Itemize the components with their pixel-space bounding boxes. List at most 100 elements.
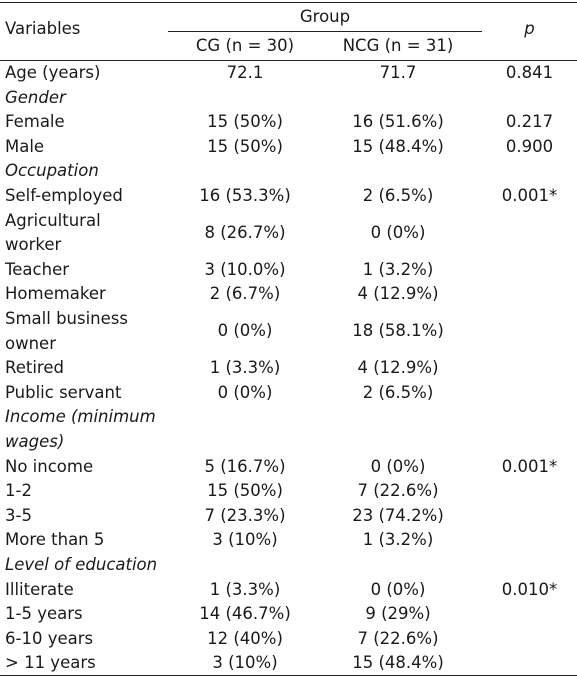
section-label: Income (minimum wages) <box>5 405 156 454</box>
row-label-line: Occupation <box>5 161 99 181</box>
cg-value: 72.1 <box>226 63 264 82</box>
ncg-value: 71.7 <box>379 63 417 82</box>
table-row: More than 5 3 (10%) 1 (3.2%) <box>0 528 577 553</box>
row-label: Female <box>5 110 65 135</box>
ncg-value: 2 (6.5%) <box>362 186 434 205</box>
cg-value: 1 (3.3%) <box>209 579 281 599</box>
ncg-value: 18 (58.1%) <box>352 321 444 341</box>
row-label-line: No income <box>5 456 94 476</box>
ncg-value: 0 (0%) <box>370 456 426 476</box>
row-label: Age (years) <box>5 61 100 86</box>
row-label: Male <box>5 135 44 160</box>
header-variables: Variables <box>5 19 81 38</box>
p-value: 0.010* <box>501 579 558 599</box>
row-label-line: More than 5 <box>5 530 105 550</box>
ncg-value: 15 (48.4%) <box>352 136 444 156</box>
ncg-value: 7 (22.6%) <box>357 481 439 501</box>
cg-value: 0 (0%) <box>217 382 273 402</box>
row-label-line: Small business <box>5 309 128 328</box>
row-label-line: Retired <box>5 358 64 378</box>
ncg-value: 15 (48.4%) <box>352 653 444 673</box>
ncg-value: 1 (3.2%) <box>362 259 434 279</box>
row-label-line: > 11 years <box>5 653 96 673</box>
row-label-line: Female <box>5 112 65 132</box>
ncg-value: 23 (74.2%) <box>352 505 444 525</box>
section-label: Gender <box>5 86 66 111</box>
row-label-line: Male <box>5 136 45 156</box>
header-p: p <box>524 19 535 38</box>
header-group: Group <box>299 7 351 26</box>
row-label-line: Age (years) <box>5 63 101 82</box>
row-label: Small business owner <box>5 307 128 356</box>
header-ncg: NCG (n = 31) <box>342 36 454 55</box>
ncg-value: 4 (12.9%) <box>357 358 439 378</box>
row-label-line: Self-employed <box>5 186 123 205</box>
p-value: 0.217 <box>505 112 554 132</box>
row-label: Public servant <box>5 381 121 406</box>
section-label: Level of education <box>5 553 157 578</box>
p-value: 0.001* <box>501 456 558 476</box>
row-label: 3-5 <box>5 504 32 529</box>
cg-value: 2 (6.7%) <box>209 284 281 304</box>
cg-value: 0 (0%) <box>217 321 273 341</box>
table-row: Illiterate 1 (3.3%) 0 (0%) 0.010* <box>0 578 577 603</box>
cg-value: 5 (16.7%) <box>204 456 286 476</box>
row-label: Illiterate <box>5 578 74 603</box>
bottom-rule <box>0 675 577 676</box>
ncg-value: 16 (51.6%) <box>352 112 444 132</box>
row-label: 6-10 years <box>5 627 93 652</box>
row-label-line: Agricultural <box>5 210 101 230</box>
row-label-line: 3-5 <box>5 505 32 525</box>
group-rule <box>168 31 482 32</box>
cg-value: 16 (53.3%) <box>199 186 291 205</box>
table-row: Retired 1 (3.3%) 4 (12.9%) <box>0 356 577 381</box>
cg-value: 1 (3.3%) <box>209 358 281 378</box>
row-label: Homemaker <box>5 282 106 307</box>
cg-value: 15 (50%) <box>207 481 283 501</box>
row-label: No income <box>5 455 93 480</box>
cg-value: 15 (50%) <box>207 112 283 132</box>
row-label: Teacher <box>5 258 69 283</box>
table-row: Self-employed 16 (53.3%) 2 (6.5%) 0.001* <box>0 184 577 209</box>
table-row: 1-5 years 14 (46.7%) 9 (29%) <box>0 602 577 627</box>
row-label-line: 1-2 <box>5 481 32 501</box>
table-row: Homemaker 2 (6.7%) 4 (12.9%) <box>0 282 577 307</box>
row-label-line: owner <box>5 333 56 353</box>
cg-value: 12 (40%) <box>207 628 283 648</box>
table-row: No income 5 (16.7%) 0 (0%) 0.001* <box>0 455 577 480</box>
header-cg: CG (n = 30) <box>195 36 295 55</box>
table-row: Age (years) 72.1 71.7 0.841 <box>0 61 577 86</box>
ncg-value: 2 (6.5%) <box>362 382 434 402</box>
ncg-value: 4 (12.9%) <box>357 284 439 304</box>
row-label-line: Teacher <box>5 259 70 279</box>
top-rule <box>0 2 577 3</box>
row-label: 1-2 <box>5 479 32 504</box>
table-row: Occupation <box>0 159 577 184</box>
row-label-line: Income (minimum <box>5 407 156 427</box>
row-label-line: Public servant <box>5 382 122 402</box>
table-row: Female 15 (50%) 16 (51.6%) 0.217 <box>0 110 577 135</box>
row-label-line: 6-10 years <box>5 628 94 648</box>
row-label: Retired <box>5 356 64 381</box>
table-row: Level of education <box>0 553 577 578</box>
p-value: 0.900 <box>505 136 554 156</box>
cg-value: 3 (10%) <box>212 530 278 550</box>
table-row: Small business owner 0 (0%) 18 (58.1%) <box>0 307 577 356</box>
ncg-value: 0 (0%) <box>370 222 426 242</box>
ncg-value: 9 (29%) <box>365 604 431 624</box>
table-row: Public servant 0 (0%) 2 (6.5%) <box>0 381 577 406</box>
cg-value: 7 (23.3%) <box>204 505 286 525</box>
table-row: 1-2 15 (50%) 7 (22.6%) <box>0 479 577 504</box>
row-label: More than 5 <box>5 528 104 553</box>
row-label-line: Level of education <box>5 555 158 574</box>
cg-value: 3 (10.0%) <box>204 259 286 279</box>
table-row: Teacher 3 (10.0%) 1 (3.2%) <box>0 258 577 283</box>
table-row: Income (minimum wages) <box>0 405 577 454</box>
section-label: Occupation <box>5 159 99 184</box>
table-row: 3-5 7 (23.3%) 23 (74.2%) <box>0 504 577 529</box>
row-label: > 11 years <box>5 651 96 676</box>
row-label-line: Illiterate <box>5 579 74 599</box>
cg-value: 3 (10%) <box>212 653 278 673</box>
table-row: 6-10 years 12 (40%) 7 (22.6%) <box>0 627 577 652</box>
table-row: Gender <box>0 86 577 111</box>
